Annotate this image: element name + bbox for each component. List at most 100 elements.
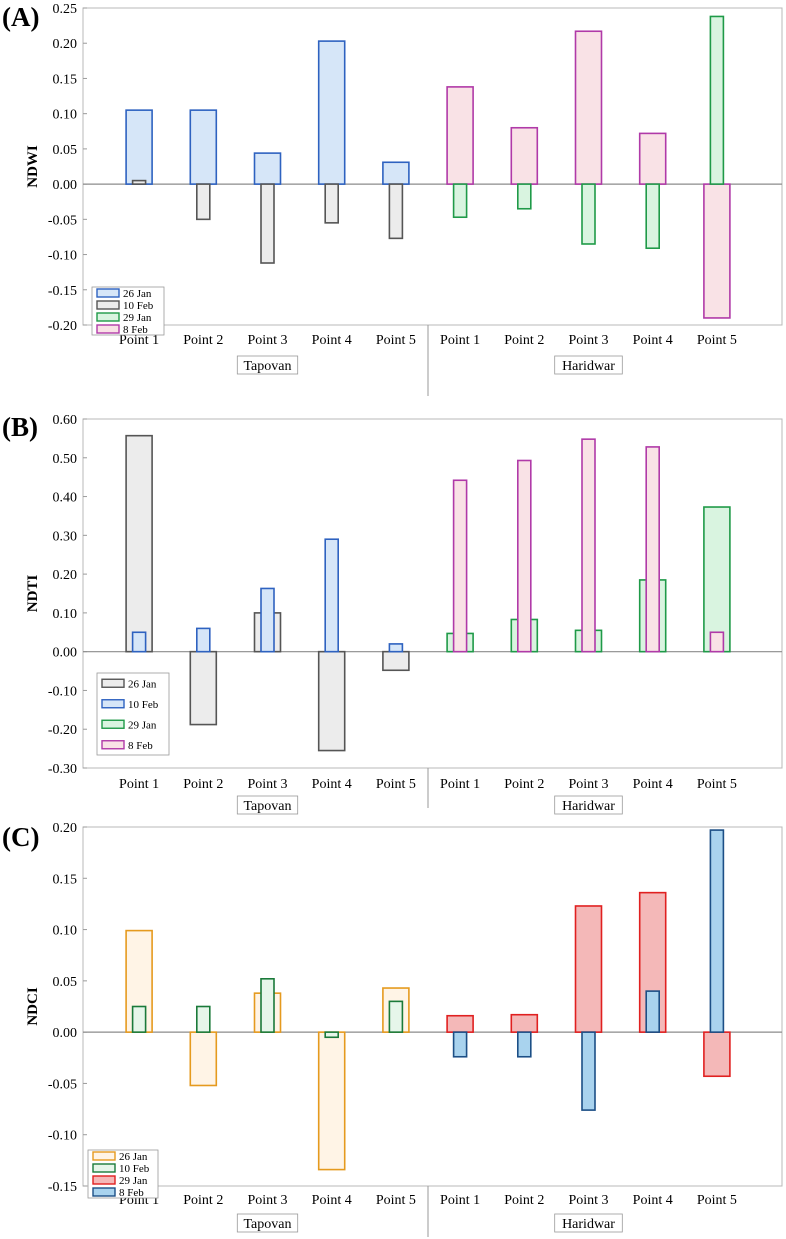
ndci-category-label: Point 1 xyxy=(440,1193,480,1208)
ndti-legend-label: 8 Feb xyxy=(128,740,153,752)
ndwi-legend-label: 26 Jan xyxy=(123,288,152,300)
ndci-ytick-label: 0.20 xyxy=(53,821,78,836)
ndwi-bar-29-jan xyxy=(645,183,661,250)
ndwi-ytick-label: -0.20 xyxy=(48,319,77,334)
ndci-ytick-label: 0.10 xyxy=(53,924,78,939)
ndti-ytick-label: -0.20 xyxy=(48,723,77,738)
ndwi-category-label: Point 2 xyxy=(183,333,223,348)
ndti-category-label: Point 1 xyxy=(440,777,480,792)
ndwi-bar-10-feb xyxy=(196,183,211,221)
ndwi-bar-10-feb xyxy=(260,183,275,264)
ndwi-ytick-label: 0.00 xyxy=(53,178,78,193)
ndci-category-label: Point 2 xyxy=(183,1193,223,1208)
ndti-bar-8-feb xyxy=(709,631,725,653)
ndwi-bar-26-jan xyxy=(382,161,410,185)
ndci-plot-frame xyxy=(82,826,783,1187)
ndci-legend-label: 26 Jan xyxy=(119,1151,148,1163)
ndci-group-box xyxy=(236,1213,299,1233)
ndwi-ytick-label: -0.10 xyxy=(48,249,77,264)
ndci-bar-29-jan xyxy=(703,1031,731,1078)
ndwi-bar-29-jan xyxy=(452,183,468,219)
ndwi-ytick-label: 0.10 xyxy=(53,108,78,123)
panel-label-c: (C) xyxy=(2,822,40,852)
ndti-bar-8-feb xyxy=(645,446,661,653)
ndti-bar-29-jan xyxy=(703,506,731,653)
ndti-bar-8-feb xyxy=(452,479,468,653)
ndci-bar-8-feb xyxy=(709,829,725,1033)
ndti-category-label: Point 5 xyxy=(376,777,416,792)
ndti-ytick-label: 0.50 xyxy=(53,452,78,467)
ndti-ytick-label: -0.30 xyxy=(48,762,77,777)
ndti-bar-26-jan xyxy=(382,650,410,672)
ndti-legend-label: 10 Feb xyxy=(128,699,159,711)
ndti-legend-swatch xyxy=(101,719,125,729)
ndti-ytick-label: 0.20 xyxy=(53,568,78,583)
ndti-category-label: Point 2 xyxy=(183,777,223,792)
ndwi-bar-29-jan xyxy=(581,183,596,245)
ndwi-chart: -0.20 -0.15 -0.10 -0.05 0.00 0.05 0.10 0.15 0.20… xyxy=(25,2,783,396)
ndci-bar-10-feb xyxy=(196,1005,211,1033)
ndti-ytick-label: -0.10 xyxy=(48,684,77,699)
panel-ndwi: (A) -0.20 -0.15 -0.10 -0.05 0.00 0.05 0.10 0.15… xyxy=(0,0,786,410)
ndci-bar-26-jan xyxy=(317,1031,346,1171)
ndci-ytick-label: -0.15 xyxy=(48,1180,77,1195)
ndti-group-box xyxy=(554,795,623,815)
ndci-bar-10-feb xyxy=(260,978,275,1033)
ndti-category-label: Point 4 xyxy=(633,777,673,792)
ndci-category-label: Point 2 xyxy=(504,1193,544,1208)
ndci-bar-29-jan xyxy=(574,905,603,1033)
ndti-bar-10-feb xyxy=(260,587,275,653)
ndci-ytick-label: -0.05 xyxy=(48,1077,77,1092)
ndwi-bar-8-feb xyxy=(574,30,603,185)
ndti-ytick-label: 0.30 xyxy=(53,529,78,544)
ndti-legend-swatch xyxy=(101,678,125,688)
ndwi-legend-swatch xyxy=(96,300,120,310)
ndci-bar-8-feb xyxy=(452,1031,468,1058)
ndwi-bar-10-feb xyxy=(388,183,404,240)
ndci-ytick-label: 0.05 xyxy=(53,975,78,990)
panel-label-a: (A) xyxy=(2,2,40,32)
ndci-category-label: Point 3 xyxy=(247,1193,287,1208)
ndci-legend-swatch xyxy=(92,1163,116,1173)
ndwi-legend-swatch xyxy=(96,324,120,334)
ndti-group-label: Haridwar xyxy=(562,799,615,814)
ndci-chart: -0.15 -0.10 -0.05 0.00 0.05 0.10 0.15 0.20 NDCI P… xyxy=(25,821,783,1237)
ndci-bar-8-feb xyxy=(645,990,661,1033)
ndci-category-label: Point 5 xyxy=(376,1193,416,1208)
ndwi-category-label: Point 4 xyxy=(312,333,352,348)
ndti-category-label: Point 3 xyxy=(568,777,608,792)
ndci-legend-swatch xyxy=(92,1175,116,1185)
ndti-category-label: Point 4 xyxy=(312,777,352,792)
ndwi-group-box xyxy=(554,355,623,375)
ndwi-category-label: Point 5 xyxy=(697,333,737,348)
ndci-group-label: Tapovan xyxy=(243,1217,291,1232)
ndti-bar-10-feb xyxy=(324,538,340,653)
ndti-group-label: Tapovan xyxy=(243,799,291,814)
ndci-bar-29-jan xyxy=(446,1014,474,1033)
ndwi-category-label: Point 4 xyxy=(633,333,673,348)
ndwi-category-label: Point 2 xyxy=(504,333,544,348)
panel-label-b: (B) xyxy=(2,412,38,442)
ndti-bar-8-feb xyxy=(581,438,596,653)
ndwi-bar-26-jan xyxy=(317,40,346,185)
ndti-legend-label: 26 Jan xyxy=(128,678,157,690)
ndti-bar-26-jan xyxy=(317,650,346,752)
ndti-ytick-label: 0.00 xyxy=(53,646,78,661)
ndci-category-label: Point 3 xyxy=(568,1193,608,1208)
ndti-bar-10-feb xyxy=(388,643,404,653)
ndwi-category-label: Point 3 xyxy=(247,333,287,348)
ndwi-legend-label: 8 Feb xyxy=(123,324,148,336)
ndci-bar-29-jan xyxy=(510,1013,539,1033)
ndwi-ytick-label: 0.20 xyxy=(53,37,78,52)
ndwi-bar-8-feb xyxy=(510,126,539,185)
ndti-legend-label: 29 Jan xyxy=(128,719,157,731)
ndci-bar-10-feb xyxy=(388,1000,404,1033)
ndwi-plot-frame xyxy=(82,7,783,326)
ndwi-bar-8-feb xyxy=(638,132,667,185)
ndti-category-label: Point 1 xyxy=(119,777,159,792)
ndwi-bar-10-feb xyxy=(131,179,147,185)
panel-ndti: (B) -0.30 -0.20 -0.10 0.00 0.10 0.20 0.30 0.40 0… xyxy=(0,410,786,820)
ndci-legend-swatch xyxy=(92,1151,116,1161)
ndci-group-box xyxy=(554,1213,623,1233)
ndwi-legend-swatch xyxy=(96,288,120,298)
